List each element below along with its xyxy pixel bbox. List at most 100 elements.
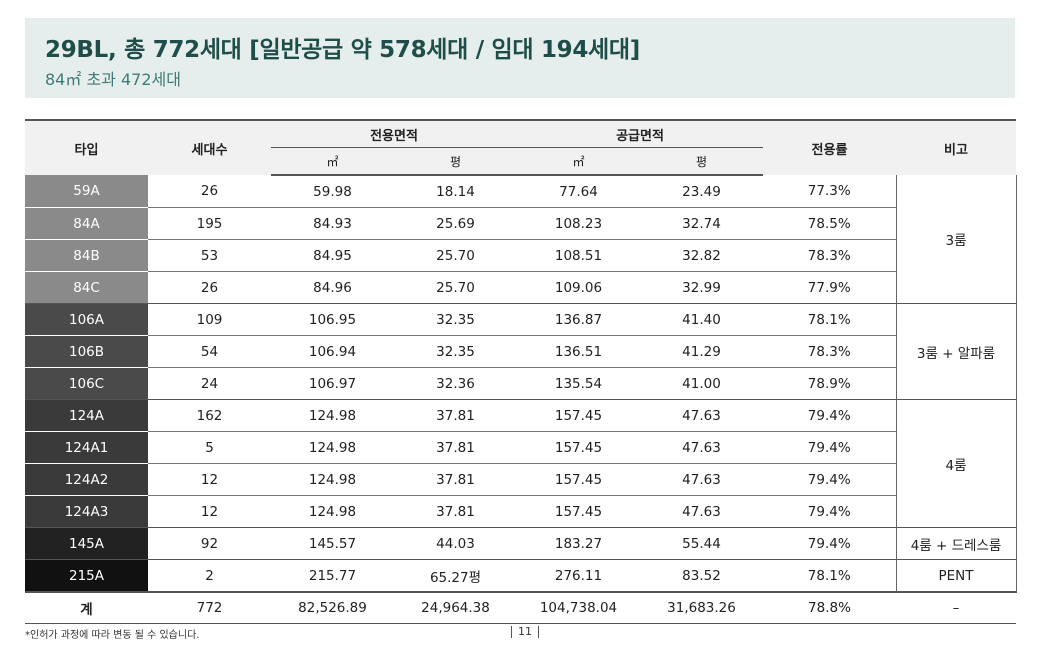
- ratio-cell: 79.4%: [763, 463, 896, 496]
- supply-m2-cell: 135.54: [517, 367, 640, 400]
- exclusive-m2-cell: 124.98: [271, 399, 394, 432]
- exclusive-pyeong-cell: 65.27평: [394, 559, 517, 593]
- exclusive-m2-cell: 124.98: [271, 495, 394, 528]
- households-cell: 162: [148, 399, 271, 432]
- header-sup-pyeong: 평: [640, 147, 763, 176]
- households-cell: 12: [148, 495, 271, 528]
- table-body: 59A 26 59.98 18.14 77.64 23.49 77.3% 3룸 84A 195 84…: [25, 175, 1017, 624]
- ratio-cell: 78.5%: [763, 207, 896, 240]
- exclusive-pyeong-cell: 37.81: [394, 399, 517, 432]
- ratio-cell: 78.3%: [763, 239, 896, 272]
- page-subtitle: 84㎡ 초과 472세대: [45, 70, 181, 89]
- ratio-cell: 79.4%: [763, 431, 896, 464]
- note-cell: 3룸: [895, 175, 1017, 304]
- table-row: 106A 109 106.95 32.35 136.87 41.40 78.1% 3룸 + 알…: [25, 303, 1017, 400]
- type-cell: 124A2: [25, 463, 148, 496]
- exclusive-m2-cell: 215.77: [271, 559, 394, 593]
- table-row: 84C 26 84.96 25.70 109.06 32.99 77.9%: [25, 271, 1016, 304]
- supply-m2-cell: 136.87: [517, 303, 640, 336]
- supply-pyeong-cell: 47.63: [640, 463, 763, 496]
- note-cell: PENT: [895, 559, 1017, 593]
- households-cell: 12: [148, 463, 271, 496]
- exclusive-pyeong-cell: 32.36: [394, 367, 517, 400]
- page-number-text: 11: [518, 625, 532, 638]
- table-row: 124A3 12 124.98 37.81 157.45 47.63 79.4%: [25, 495, 1016, 528]
- households-cell: 54: [148, 335, 271, 368]
- total-supply-m2: 104,738.04: [517, 591, 640, 624]
- header-banner: 29BL, 총 772세대 [일반공급 약 578세대 / 임대 194세대] …: [25, 18, 1015, 98]
- ratio-cell: 78.1%: [763, 559, 896, 593]
- supply-pyeong-cell: 41.00: [640, 367, 763, 400]
- exclusive-m2-cell: 84.95: [271, 239, 394, 272]
- exclusive-pyeong-cell: 37.81: [394, 495, 517, 528]
- households-cell: 53: [148, 239, 271, 272]
- ratio-cell: 79.4%: [763, 495, 896, 528]
- header-note: 비고: [896, 119, 1016, 175]
- ratio-cell: 77.9%: [763, 271, 896, 304]
- page-divider-right: [538, 626, 539, 638]
- table-row: 84A 195 84.93 25.69 108.23 32.74 78.5%: [25, 207, 1016, 240]
- type-cell: 84C: [25, 271, 148, 304]
- households-cell: 2: [148, 559, 271, 593]
- exclusive-pyeong-cell: 37.81: [394, 431, 517, 464]
- type-cell: 124A: [25, 399, 148, 432]
- households-cell: 109: [148, 303, 271, 336]
- supply-pyeong-cell: 32.99: [640, 271, 763, 304]
- header-ex-m2: ㎡: [271, 147, 394, 176]
- exclusive-pyeong-cell: 44.03: [394, 527, 517, 560]
- ratio-cell: 78.9%: [763, 367, 896, 400]
- header-supply-area: 공급면적: [517, 119, 763, 148]
- exclusive-m2-cell: 84.93: [271, 207, 394, 240]
- page-number: 11: [505, 625, 545, 638]
- exclusive-pyeong-cell: 37.81: [394, 463, 517, 496]
- type-cell: 59A: [25, 175, 148, 208]
- supply-m2-cell: 157.45: [517, 399, 640, 432]
- table-row: 124A2 12 124.98 37.81 157.45 47.63 79.4%: [25, 463, 1016, 496]
- header-type: 타입: [25, 119, 148, 175]
- table-row: 215A 2 215.77 65.27평 276.11 83.52 78.1% PENT: [25, 559, 1017, 593]
- supply-m2-cell: 157.45: [517, 463, 640, 496]
- header-households: 세대수: [148, 119, 271, 175]
- table-row: 124A1 5 124.98 37.81 157.45 47.63 79.4%: [25, 431, 1016, 464]
- exclusive-pyeong-cell: 25.70: [394, 271, 517, 304]
- exclusive-m2-cell: 59.98: [271, 175, 394, 208]
- header-sup-m2: ㎡: [517, 147, 640, 176]
- type-cell: 84B: [25, 239, 148, 272]
- header-exclusive-area: 전용면적: [271, 119, 517, 148]
- footnote: *인허가 과정에 따라 변동 될 수 있습니다.: [25, 630, 200, 641]
- type-cell: 145A: [25, 527, 148, 560]
- table-row: 145A 92 145.57 44.03 183.27 55.44 79.4% 4룸 + 드레…: [25, 527, 1017, 560]
- type-cell: 124A3: [25, 495, 148, 528]
- households-cell: 26: [148, 175, 271, 208]
- exclusive-m2-cell: 106.94: [271, 335, 394, 368]
- supply-m2-cell: 157.45: [517, 431, 640, 464]
- exclusive-m2-cell: 124.98: [271, 463, 394, 496]
- total-exclusive-m2: 82,526.89: [271, 591, 394, 624]
- unit-area-table: 타입 세대수 전용면적 공급면적 전용률 비고 ㎡ 평 ㎡ 평 59A 26 59.…: [25, 119, 1017, 624]
- type-cell: 124A1: [25, 431, 148, 464]
- table-row: 124A 162 124.98 37.81 157.45 47.63 79.4% 4룸: [25, 399, 1017, 528]
- supply-m2-cell: 108.23: [517, 207, 640, 240]
- exclusive-m2-cell: 106.95: [271, 303, 394, 336]
- exclusive-m2-cell: 145.57: [271, 527, 394, 560]
- total-ratio: 78.8%: [763, 591, 896, 624]
- type-cell: 84A: [25, 207, 148, 240]
- supply-pyeong-cell: 55.44: [640, 527, 763, 560]
- households-cell: 195: [148, 207, 271, 240]
- supply-pyeong-cell: 41.40: [640, 303, 763, 336]
- page-title: 29BL, 총 772세대 [일반공급 약 578세대 / 임대 194세대]: [45, 37, 640, 63]
- supply-m2-cell: 108.51: [517, 239, 640, 272]
- total-exclusive-pyeong: 24,964.38: [394, 591, 517, 624]
- households-cell: 92: [148, 527, 271, 560]
- total-households: 772: [148, 591, 271, 624]
- ratio-cell: 77.3%: [763, 175, 896, 208]
- exclusive-m2-cell: 124.98: [271, 431, 394, 464]
- supply-pyeong-cell: 41.29: [640, 335, 763, 368]
- ratio-cell: 78.1%: [763, 303, 896, 336]
- households-cell: 26: [148, 271, 271, 304]
- supply-m2-cell: 77.64: [517, 175, 640, 208]
- table-row: 59A 26 59.98 18.14 77.64 23.49 77.3% 3룸: [25, 175, 1017, 304]
- exclusive-pyeong-cell: 25.69: [394, 207, 517, 240]
- exclusive-m2-cell: 84.96: [271, 271, 394, 304]
- supply-pyeong-cell: 83.52: [640, 559, 763, 593]
